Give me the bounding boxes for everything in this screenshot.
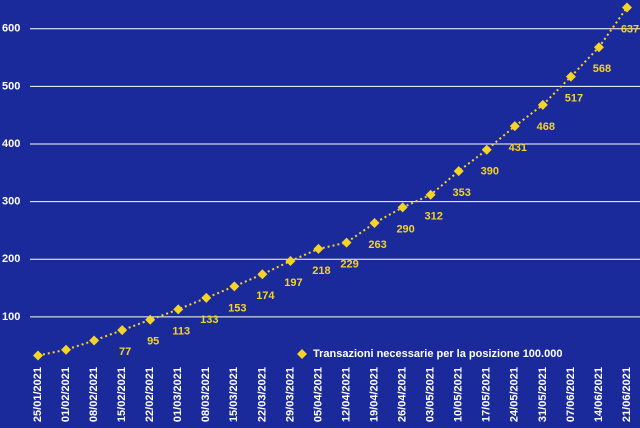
y-tick-label: 300	[2, 196, 20, 208]
value-label: 390	[481, 166, 499, 178]
point	[33, 350, 43, 361]
point	[285, 256, 296, 267]
value-label: 517	[565, 93, 583, 105]
point	[229, 281, 240, 292]
value-label: 113	[172, 325, 190, 337]
value-label: 153	[228, 302, 246, 314]
y-tick-label: 500	[2, 80, 20, 92]
value-label: 290	[396, 223, 414, 235]
x-tick-label: 01/02/2021	[60, 367, 72, 422]
y-tick-label: 200	[2, 253, 20, 265]
value-label: 229	[340, 258, 358, 270]
x-tick-label: 07/06/2021	[565, 367, 577, 422]
point	[425, 189, 436, 200]
x-tick-label: 10/05/2021	[453, 367, 465, 422]
point	[369, 217, 380, 228]
x-tick-label: 08/03/2021	[200, 367, 212, 422]
point	[117, 325, 128, 336]
point	[61, 344, 72, 355]
value-label: 197	[284, 277, 302, 289]
value-label: 174	[256, 290, 275, 302]
value-label: 353	[453, 187, 471, 199]
y-tick-label: 100	[2, 311, 20, 323]
x-tick-label: 19/04/2021	[368, 367, 380, 422]
point	[313, 243, 324, 254]
x-tick-label: 17/05/2021	[481, 367, 493, 422]
x-tick-label: 22/02/2021	[144, 367, 156, 422]
value-label: 133	[200, 314, 218, 326]
y-tick-label: 400	[2, 138, 20, 150]
legend-marker	[297, 349, 307, 359]
x-tick-label: 15/03/2021	[228, 367, 240, 422]
x-tick-label: 25/01/2021	[32, 367, 44, 422]
x-tick-label: 12/04/2021	[340, 367, 352, 422]
x-tick-label: 22/03/2021	[256, 367, 268, 422]
point	[509, 121, 520, 132]
x-tick-label: 03/05/2021	[425, 367, 437, 422]
x-tick-label: 14/06/2021	[593, 367, 605, 422]
point	[173, 304, 184, 315]
point	[201, 292, 212, 303]
legend-label: Transazioni necessarie per la posizione …	[313, 348, 562, 360]
point	[397, 202, 408, 213]
x-tick-label: 01/03/2021	[172, 367, 184, 422]
x-tick-label: 26/04/2021	[397, 367, 409, 422]
point	[89, 335, 100, 346]
x-tick-label: 15/02/2021	[116, 367, 128, 422]
value-label: 312	[424, 211, 442, 223]
series-line	[37, 6, 628, 357]
value-label: 568	[593, 63, 611, 75]
value-label: 468	[537, 121, 555, 133]
point	[453, 166, 464, 177]
value-label: 95	[147, 336, 159, 348]
point	[593, 42, 604, 53]
point	[622, 2, 632, 13]
x-tick-label: 31/05/2021	[537, 367, 549, 422]
point	[537, 99, 548, 110]
x-tick-label: 21/06/2021	[621, 367, 633, 422]
value-label: 218	[312, 265, 330, 277]
x-tick-label: 05/04/2021	[312, 367, 324, 422]
point	[481, 144, 492, 155]
point	[257, 269, 268, 280]
x-tick-label: 08/02/2021	[88, 367, 100, 422]
point	[341, 237, 352, 248]
value-label: 431	[509, 142, 527, 154]
point	[565, 71, 576, 82]
value-label: 263	[368, 239, 386, 251]
y-tick-label: 600	[2, 23, 20, 35]
x-tick-label: 24/05/2021	[509, 367, 521, 422]
value-label: 637	[621, 23, 639, 35]
value-label: 77	[119, 346, 131, 358]
point	[145, 314, 156, 325]
x-tick-label: 29/03/2021	[284, 367, 296, 422]
